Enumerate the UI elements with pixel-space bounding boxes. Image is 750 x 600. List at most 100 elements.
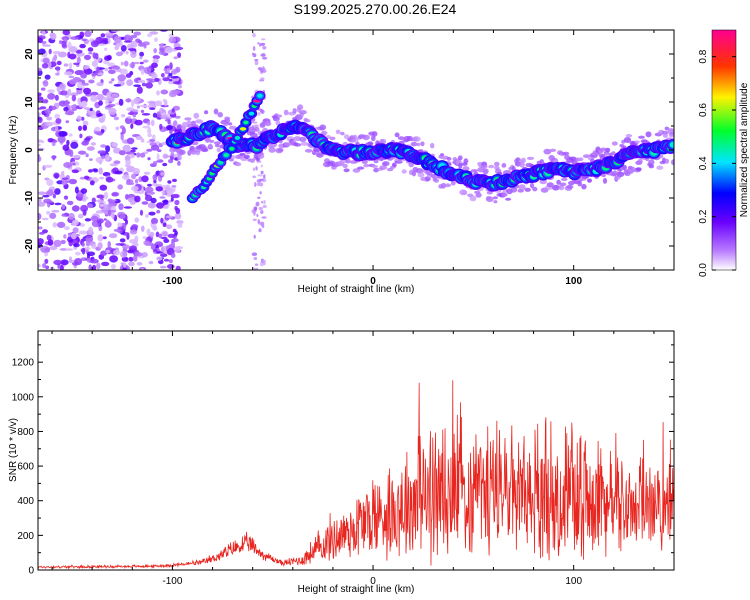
noise-blob [96, 66, 100, 74]
noise-blob [161, 73, 165, 78]
colorbar-ticks: 0.0 0.2 0.4 0.6 0.8 [698, 29, 737, 277]
noise-blob [115, 126, 120, 131]
halo-blob [505, 197, 512, 201]
noise-blob [38, 197, 42, 203]
noise-blob [38, 238, 44, 245]
colorbar-tick-label: 0.4 [698, 156, 709, 170]
y-tick-label: 400 [17, 496, 34, 507]
streak-blob [253, 256, 258, 261]
noise-blob [172, 228, 177, 233]
noise-blob [69, 79, 78, 85]
streak-blob [251, 52, 255, 56]
noise-blob [126, 79, 133, 86]
halo-blob [612, 170, 618, 177]
noise-blob [42, 44, 51, 47]
noise-blob [96, 93, 105, 101]
noise-blob [140, 267, 145, 270]
noise-blob [104, 67, 109, 72]
x-tick-label: -100 [162, 276, 182, 287]
noise-blob [96, 82, 104, 87]
noise-blob [93, 169, 98, 173]
halo-blob [458, 155, 463, 161]
halo-blob [415, 168, 424, 174]
noise-blob [139, 51, 145, 57]
halo-blob [492, 196, 498, 200]
noise-blob [81, 38, 87, 42]
streak-blob [254, 60, 259, 66]
streak-blob [251, 121, 258, 124]
halo-blob [469, 195, 477, 202]
streak-blob [255, 201, 260, 207]
noise-blob [155, 186, 163, 192]
halo-blob [363, 163, 370, 168]
halo-blob [635, 167, 642, 172]
noise-blob [95, 131, 102, 136]
y-tick-label: 10 [24, 96, 35, 108]
noise-blob [108, 66, 113, 70]
halo-blob [546, 182, 554, 188]
halo-blob [539, 179, 548, 185]
halo-blob [176, 124, 182, 130]
noise-blob [46, 210, 51, 215]
halo-blob [638, 135, 645, 139]
noise-blob [151, 73, 158, 79]
noise-blob [120, 61, 124, 66]
noise-blob [158, 50, 166, 55]
noise-blob [129, 229, 138, 235]
noise-blob [41, 217, 49, 221]
noise-blob [91, 197, 96, 203]
noise-blob [142, 41, 150, 46]
noise-blob [134, 119, 143, 126]
noise-blob [78, 125, 82, 131]
halo-blob [227, 122, 233, 126]
noise-blob [131, 147, 138, 150]
halo-blob [667, 128, 674, 134]
noise-blob [130, 40, 138, 48]
noise-blob [105, 145, 111, 153]
halo-blob [299, 136, 307, 142]
halo-blob [549, 148, 557, 152]
streak-blob [256, 214, 259, 217]
halo-blob [275, 119, 281, 126]
noise-blob [47, 189, 54, 196]
noise-blob [38, 139, 43, 143]
halo-blob [235, 162, 242, 167]
noise-blob [91, 72, 97, 77]
noise-blob [59, 248, 68, 251]
noise-blob [64, 226, 70, 231]
noise-blob [170, 197, 174, 202]
noise-blob [137, 79, 146, 83]
noise-blob [155, 231, 160, 238]
noise-blob [47, 93, 56, 100]
noise-blob [82, 124, 88, 131]
halo-blob [524, 187, 531, 192]
noise-blob [110, 263, 117, 270]
noise-blob [85, 240, 91, 247]
streak-blob [252, 46, 256, 51]
noise-blob [139, 152, 146, 158]
streak-blob [253, 234, 256, 239]
noise-blob [149, 231, 155, 238]
streak-blob [258, 206, 263, 211]
noise-blob [41, 99, 49, 104]
noise-blob [153, 249, 158, 252]
noise-blob [42, 194, 50, 198]
halo-blob [529, 182, 535, 189]
streak-blob [252, 218, 257, 221]
noise-blob [72, 219, 79, 226]
noise-blob [170, 241, 175, 248]
noise-blob [166, 125, 173, 130]
noise-blob [38, 263, 41, 268]
noise-blob [111, 212, 115, 219]
noise-blob [176, 220, 184, 224]
streak-blob [253, 206, 257, 211]
noise-blob [70, 104, 76, 109]
noise-blob [140, 109, 145, 113]
halo-blob [560, 177, 568, 181]
noise-blob [123, 34, 132, 42]
halo-blob [410, 141, 418, 147]
streak-blob [254, 59, 259, 61]
noise-blob [105, 219, 110, 225]
